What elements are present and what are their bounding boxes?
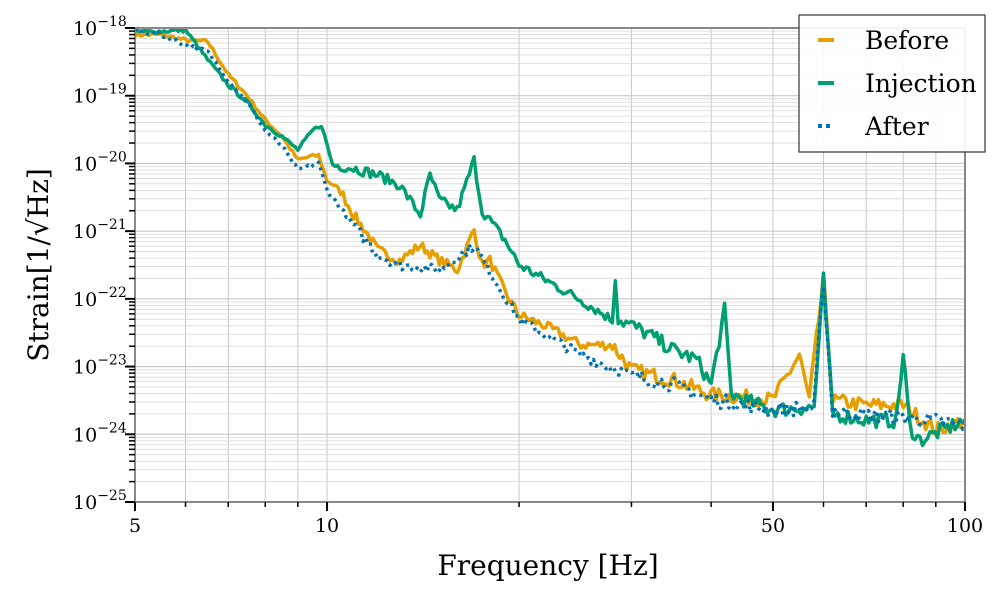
legend-label-after: After <box>864 112 929 141</box>
y-tick-label: 10−24 <box>73 420 127 446</box>
series-line-injection <box>134 26 967 448</box>
series-lines <box>133 26 967 448</box>
y-tick-label: 10−22 <box>73 285 127 311</box>
y-tick-label: 10−19 <box>73 82 127 108</box>
axis-ticks: 5 10 50 100 10−18 10−19 10−20 10−21 10−22 10−23 10… <box>73 14 983 537</box>
legend-label-before: Before <box>865 26 949 55</box>
plot-frame <box>134 27 966 503</box>
y-tick-label: 10−20 <box>73 149 127 175</box>
y-axis-title: Strain[1/√Hz] <box>22 168 55 362</box>
legend: Before Injection After <box>798 14 986 153</box>
y-tick-label: 10−23 <box>73 353 127 379</box>
y-tick-label: 10−25 <box>73 488 127 514</box>
x-tick-label: 10 <box>315 515 339 537</box>
y-tick-label: 10−18 <box>73 14 127 40</box>
x-tick-label: 50 <box>761 515 785 537</box>
x-axis-title: Frequency [Hz] <box>437 549 658 582</box>
x-tick-label: 100 <box>947 515 983 537</box>
series-line-after <box>133 26 967 432</box>
y-tick-label: 10−21 <box>73 217 127 243</box>
x-tick-label: 5 <box>129 515 141 537</box>
legend-label-injection: Injection <box>865 69 977 98</box>
